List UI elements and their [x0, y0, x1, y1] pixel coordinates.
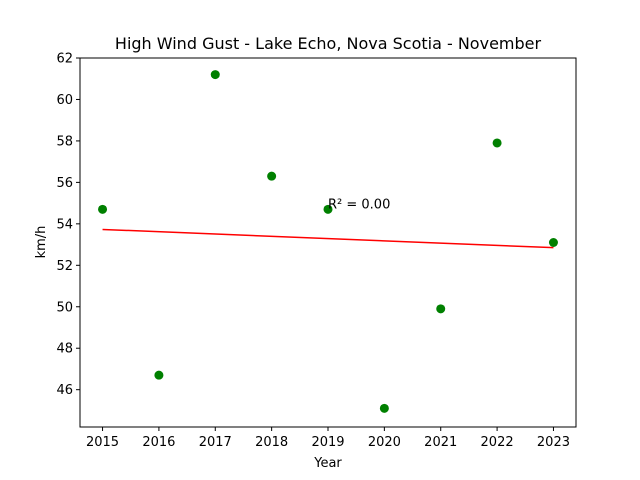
y-tick-label: 62	[56, 52, 73, 67]
x-tick-label: 2018	[255, 435, 288, 450]
data-point	[379, 403, 389, 413]
r-squared-annotation: R² = 0.00	[328, 197, 390, 212]
x-tick-label: 2023	[537, 435, 570, 450]
data-point	[267, 171, 277, 181]
x-tick-label: 2017	[199, 435, 232, 450]
data-point	[154, 370, 164, 380]
trendline	[102, 228, 554, 249]
x-tick-label: 2016	[142, 435, 175, 450]
x-tick-label: 2021	[424, 435, 457, 450]
data-points	[98, 70, 558, 413]
x-tick-label: 2022	[481, 435, 514, 450]
data-point	[98, 204, 108, 214]
y-tick-label: 56	[56, 176, 73, 191]
data-point	[323, 204, 333, 214]
y-tick-label: 48	[56, 342, 73, 357]
x-axis-label: Year	[313, 456, 342, 471]
x-tick-label: 2019	[311, 435, 344, 450]
y-tick-label: 60	[56, 93, 73, 108]
y-tick-label: 54	[56, 217, 73, 232]
x-tick-label: 2015	[86, 435, 119, 450]
data-point	[492, 138, 502, 148]
y-tick-label: 50	[56, 300, 73, 315]
data-point	[210, 70, 220, 80]
y-tick-label: 58	[56, 134, 73, 149]
data-point	[436, 304, 446, 314]
chart-title: High Wind Gust - Lake Echo, Nova Scotia …	[115, 34, 542, 53]
y-tick-label: 52	[56, 259, 73, 274]
data-point	[548, 238, 558, 247]
y-tick-label: 46	[56, 383, 73, 398]
x-tick-label: 2020	[368, 435, 401, 450]
x-axis: 2015 2016 2017 2018 2019 2020 2021 2022 2023	[86, 427, 570, 450]
y-axis-label: km/h	[34, 226, 49, 259]
y-axis: 46 48 50 52 54 56 58 60 62	[56, 52, 80, 398]
